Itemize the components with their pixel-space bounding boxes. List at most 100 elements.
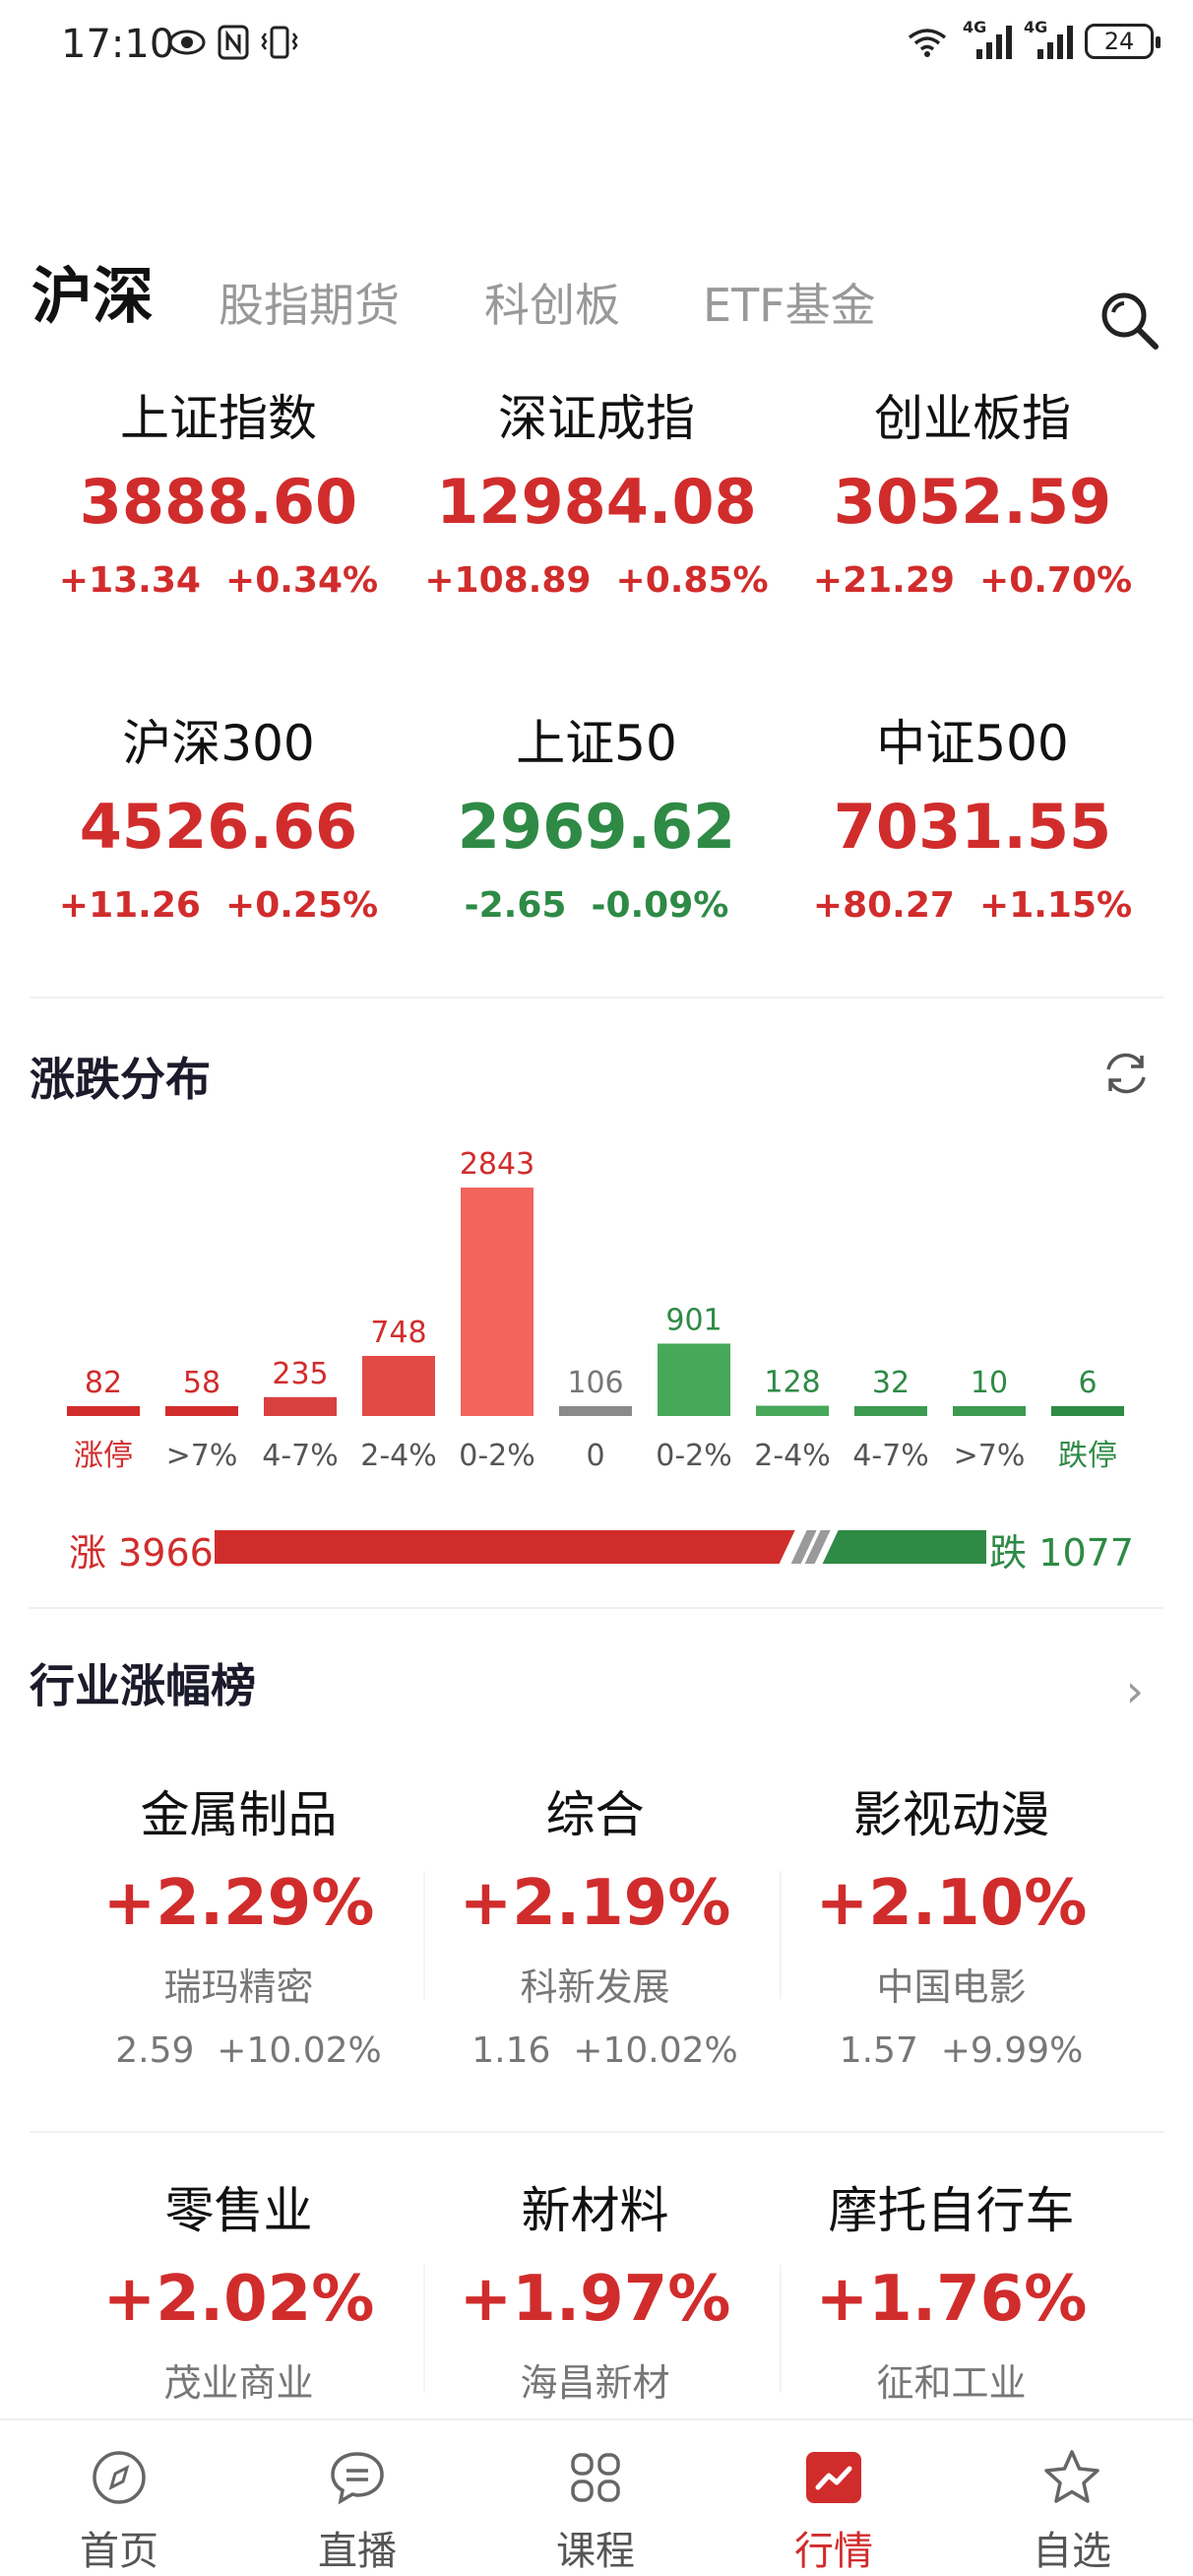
distribution-bar: [362, 1355, 435, 1416]
up-count-label: 涨 3966: [69, 1522, 214, 1577]
tab-index-futures[interactable]: 股指期货: [219, 279, 400, 332]
index-name: 上证指数: [120, 390, 317, 447]
index-card[interactable]: 沪深300 4526.66 +11.26 +0.25%: [20, 709, 417, 935]
leading-stock-name: 科新发展: [520, 1965, 670, 2009]
index-change-amount: +13.34: [58, 560, 201, 601]
leading-stock-name: 征和工业: [876, 2361, 1027, 2405]
distribution-bar: [67, 1406, 140, 1416]
leading-stock-price: 1.16: [471, 2030, 551, 2071]
distribution-bar: [1051, 1406, 1124, 1416]
index-change: +21.29 +0.70%: [774, 551, 1171, 611]
column-separator: [423, 1871, 425, 1999]
ratio-down-segment: [822, 1530, 986, 1564]
wifi-icon: [908, 29, 947, 57]
index-name: 深证成指: [498, 390, 695, 447]
tab-etf-fund[interactable]: ETF基金: [703, 279, 876, 332]
nav-live[interactable]: 直播: [238, 2420, 476, 2576]
nav-label: 行情: [794, 2529, 873, 2574]
index-change-pct: +0.85%: [615, 560, 769, 601]
industry-name: 零售业: [164, 2182, 313, 2239]
index-change: +80.27 +1.15%: [774, 876, 1171, 935]
signal-4g-icon: 4G: [1024, 18, 1073, 59]
index-card[interactable]: 上证指数 3888.60 +13.34 +0.34%: [20, 384, 417, 611]
nav-market[interactable]: 行情: [715, 2420, 953, 2576]
bar-category-label: 0-2%: [459, 1439, 535, 1473]
bar-value-label: 128: [764, 1366, 820, 1400]
leading-stock-values: 2.59 +10.02%: [59, 2017, 418, 2086]
nav-courses[interactable]: 课程: [476, 2420, 715, 2576]
industry-name: 综合: [545, 1786, 645, 1843]
index-change-pct: +0.70%: [979, 560, 1133, 601]
leading-stock-values: 1.57 +9.99%: [772, 2017, 1131, 2086]
index-change-amount: +11.26: [58, 885, 201, 926]
nav-label: 直播: [318, 2529, 397, 2574]
tab-hushen[interactable]: 沪深: [31, 260, 155, 332]
bar-value-label: 106: [567, 1366, 623, 1400]
index-change-pct: +0.34%: [225, 560, 379, 601]
bar-category-label: >7%: [166, 1439, 238, 1473]
ratio-bar: [215, 1530, 986, 1564]
status-time: 17:10: [61, 22, 175, 67]
distribution-bar: [461, 1188, 534, 1416]
index-change-pct: -0.09%: [591, 885, 729, 926]
industry-card[interactable]: 零售业 +2.02% 茂业商业: [59, 2176, 418, 2413]
bar-category-label: 4-7%: [262, 1439, 339, 1473]
distribution-bar: [658, 1343, 730, 1416]
chat-bubble-icon: [331, 2452, 384, 2505]
industry-name: 摩托自行车: [828, 2182, 1075, 2239]
leading-stock-price: 1.57: [839, 2030, 918, 2071]
index-value: 4526.66: [79, 791, 358, 863]
search-icon[interactable]: [1095, 286, 1163, 354]
industry-name: 影视动漫: [852, 1786, 1050, 1843]
divider: [30, 2131, 1163, 2133]
index-change-pct: +0.25%: [225, 885, 379, 926]
down-count-label: 跌 1077: [989, 1522, 1134, 1577]
industry-card[interactable]: 摩托自行车 +1.76% 征和工业: [772, 2176, 1131, 2413]
leading-stock-pct: +10.02%: [573, 2030, 738, 2071]
leading-stock-pct: +10.02%: [217, 2030, 382, 2071]
index-card[interactable]: 创业板指 3052.59 +21.29 +0.70%: [774, 384, 1171, 611]
index-name: 沪深300: [122, 715, 315, 772]
index-card[interactable]: 上证50 2969.62 -2.65 -0.09%: [398, 709, 795, 935]
down-count: 1077: [1038, 1531, 1134, 1575]
index-change-amount: +80.27: [812, 885, 955, 926]
index-change-pct: +1.15%: [979, 885, 1133, 926]
signal-4g-icon: 4G: [963, 18, 1012, 59]
index-card[interactable]: 中证500 7031.55 +80.27 +1.15%: [774, 709, 1171, 935]
star-icon: [1044, 2450, 1099, 2503]
industry-card[interactable]: 金属制品 +2.29% 瑞玛精密 2.59 +10.02%: [59, 1780, 418, 2086]
status-left-icons: [167, 24, 299, 61]
nav-home[interactable]: 首页: [0, 2420, 238, 2576]
distribution-title: 涨跌分布: [30, 1053, 211, 1106]
nav-label: 课程: [556, 2529, 635, 2574]
distribution-bar: [756, 1405, 829, 1416]
nav-label: 自选: [1033, 2529, 1111, 2574]
index-card[interactable]: 深证成指 12984.08 +108.89 +0.85%: [398, 384, 795, 611]
column-separator: [423, 2265, 425, 2393]
industry-card[interactable]: 新材料 +1.97% 海昌新材: [415, 2176, 775, 2413]
vibrate-icon: [261, 26, 298, 59]
network-type-label: 4G: [1024, 18, 1048, 36]
leading-stock-name: 瑞玛精密: [163, 1965, 314, 2009]
network-type-label: 4G: [963, 18, 987, 36]
industry-name: 新材料: [521, 2182, 669, 2239]
refresh-icon[interactable]: [1099, 1046, 1154, 1101]
industry-pct: +1.76%: [815, 2263, 1088, 2336]
industry-pct: +1.97%: [459, 2263, 731, 2336]
bar-category-label: 2-4%: [754, 1439, 831, 1473]
industry-pct: +2.19%: [459, 1867, 731, 1940]
distribution-bar: [854, 1406, 927, 1416]
index-change: +13.34 +0.34%: [20, 551, 417, 611]
divider: [30, 1607, 1163, 1609]
bar-value-label: 32: [872, 1366, 910, 1400]
down-label: 跌: [989, 1531, 1028, 1575]
ratio-divider-stripe: [804, 1530, 831, 1564]
tab-star-market[interactable]: 科创板: [484, 279, 620, 332]
industry-card[interactable]: 综合 +2.19% 科新发展 1.16 +10.02%: [415, 1780, 775, 2086]
chevron-right-icon[interactable]: ›: [1125, 1664, 1144, 1717]
bar-value-label: 58: [183, 1366, 220, 1400]
index-change-amount: -2.65: [464, 885, 567, 926]
nav-watchlist[interactable]: 自选: [953, 2420, 1191, 2576]
industry-pct: +2.02%: [102, 2263, 375, 2336]
industry-card[interactable]: 影视动漫 +2.10% 中国电影 1.57 +9.99%: [772, 1780, 1131, 2086]
